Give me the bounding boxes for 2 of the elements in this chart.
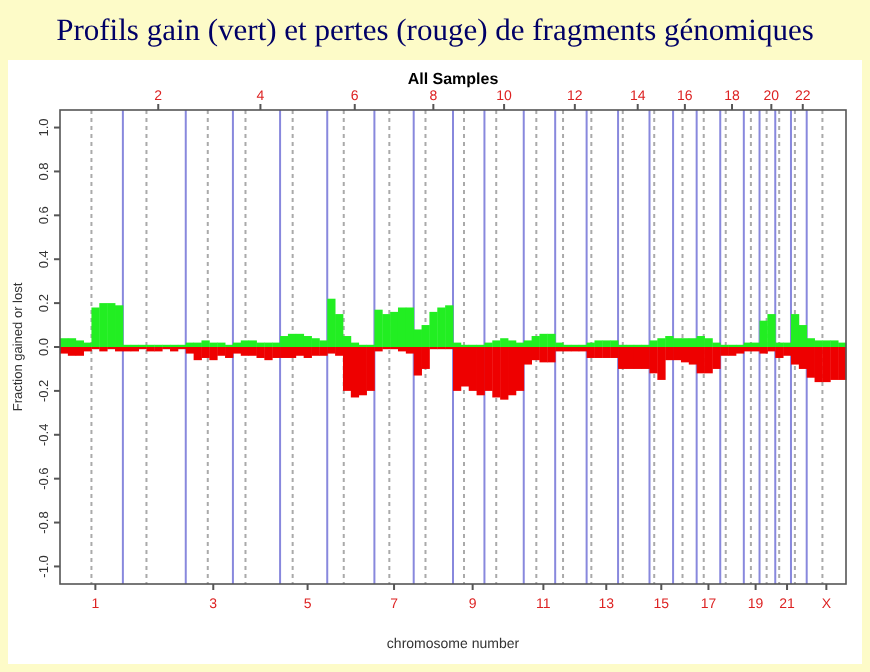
chart-subtitle: All Samples (407, 70, 500, 88)
chart-title: Profils gain (vert) et pertes (rouge) de fragments génomiques (56, 14, 814, 48)
